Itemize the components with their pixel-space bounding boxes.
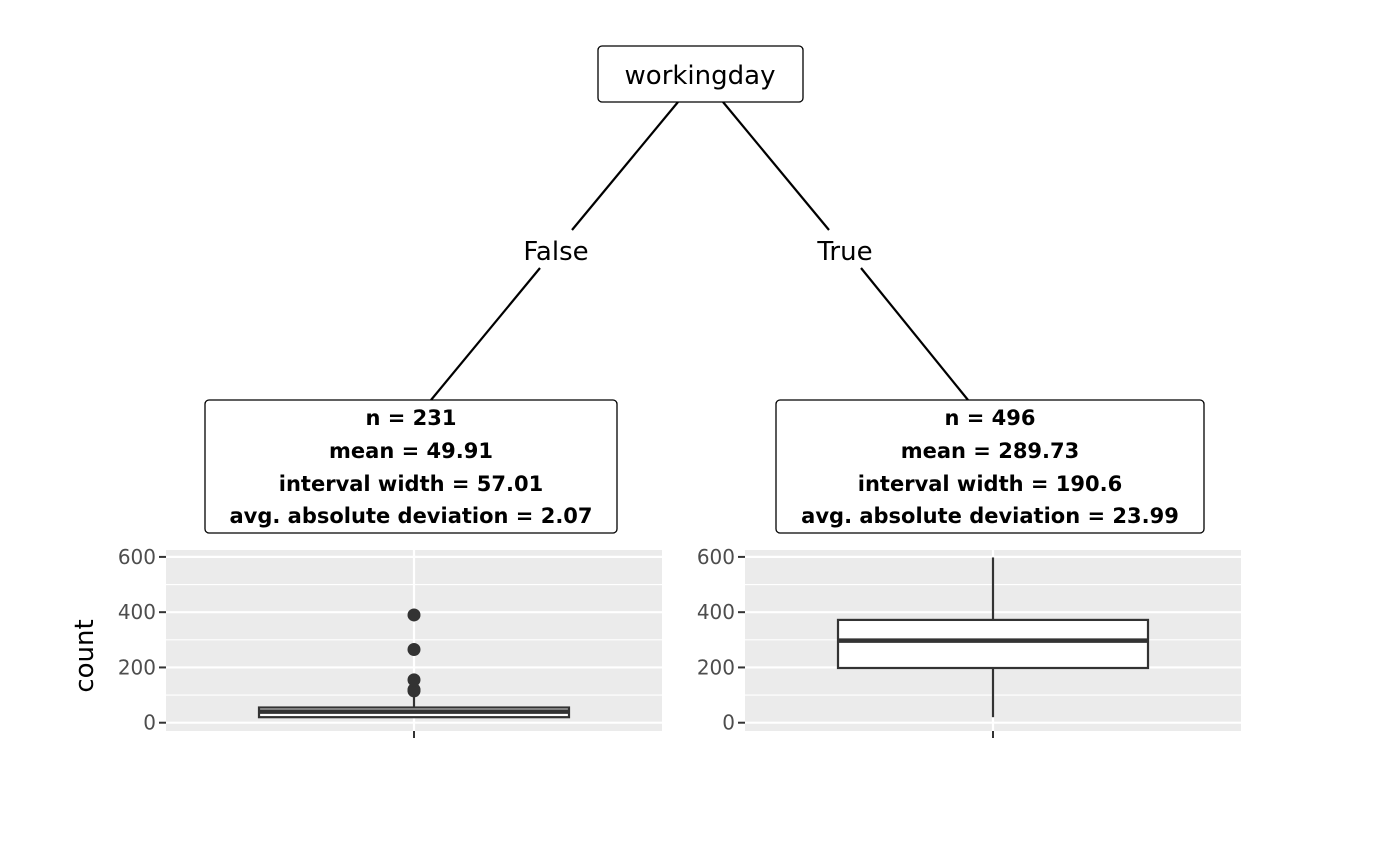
edge-label-false: False [523, 237, 588, 267]
leaf-false-avg-abs-deviation: avg. absolute deviation = 2.07 [229, 504, 592, 528]
iqr-box-true [836, 618, 1150, 670]
edge-line-true-lower [860, 267, 969, 401]
outlier-point-false [407, 642, 421, 656]
leaf-true-mean: mean = 289.73 [901, 439, 1080, 463]
y-tick-label-true: 400 [697, 600, 735, 624]
root-node-label: workingday [625, 61, 776, 91]
outlier-point-false [407, 683, 421, 697]
y-tick-label-true: 600 [697, 545, 735, 569]
y-tick-label-true: 200 [697, 655, 735, 679]
edge-line-true-upper [722, 101, 830, 231]
y-tick-label-false: 400 [118, 600, 156, 624]
edge-label-true: True [816, 237, 872, 267]
y-tick-label-true: 0 [722, 711, 735, 735]
edge-line-false-lower [430, 267, 541, 401]
edge-line-false-upper [571, 101, 679, 231]
leaf-node-false: n = 231 mean = 49.91 interval width = 57… [204, 399, 618, 534]
outlier-point-false [407, 608, 421, 622]
leaf-false-box [204, 399, 618, 534]
leaf-node-true: n = 496 mean = 289.73 interval width = 1… [775, 399, 1205, 534]
leaf-true-interval-width: interval width = 190.6 [858, 472, 1122, 496]
leaf-true-box [775, 399, 1205, 534]
y-tick-label-false: 600 [118, 545, 156, 569]
root-node-box [597, 45, 804, 103]
root-node: workingday [597, 45, 804, 103]
leaf-false-n: n = 231 [365, 406, 456, 430]
leaf-false-mean: mean = 49.91 [329, 439, 493, 463]
outlier-point-false [407, 673, 421, 687]
boxplot-panel-false: 0 200 400 600 [118, 545, 662, 738]
leaf-true-avg-abs-deviation: avg. absolute deviation = 23.99 [801, 504, 1179, 528]
leaf-false-interval-width: interval width = 57.01 [279, 472, 543, 496]
y-tick-label-false: 0 [143, 711, 156, 735]
leaf-true-n: n = 496 [944, 406, 1035, 430]
y-axis-title: count [70, 619, 100, 692]
boxplot-panel-true: 0 200 400 600 [697, 545, 1241, 738]
y-tick-label-false: 200 [118, 655, 156, 679]
